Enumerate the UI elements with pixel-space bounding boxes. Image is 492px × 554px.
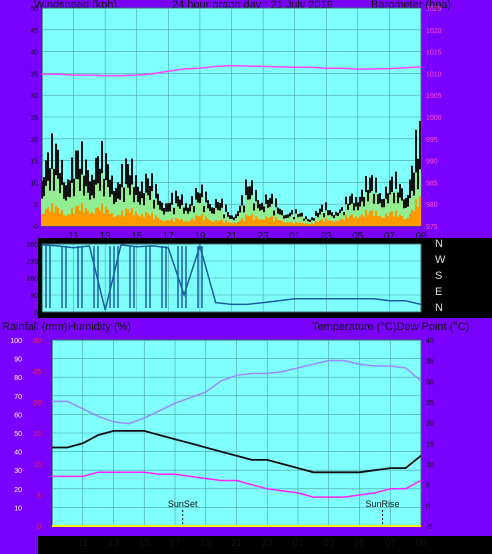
humidity-tick-label: 10 <box>14 505 22 512</box>
compass-n-top: N <box>435 238 443 250</box>
compass-e: E <box>435 286 443 298</box>
humidity-tick-label: 30 <box>14 468 22 475</box>
wind-tick-label: 45 <box>30 28 38 35</box>
barometer-tick-label: 1015 <box>426 50 442 57</box>
direction-line <box>41 243 422 311</box>
temperature-tick-label: 35 <box>426 359 434 366</box>
wind-x-tick: 05 <box>352 231 364 242</box>
barometer-tick-label: 1010 <box>426 71 442 78</box>
temperature-tick-label: 20 <box>426 421 434 428</box>
wind-x-tick: 03 <box>321 231 333 242</box>
climate-x-tick: 19 <box>200 538 212 549</box>
climate-x-tick: 01 <box>292 538 304 549</box>
barometer-tick-label: 1000 <box>426 115 442 122</box>
rain-tick-label: 20 <box>33 400 41 407</box>
rain-tick-label: 15 <box>33 431 41 438</box>
barometer-axis-title: Barometer (hpa) <box>371 0 452 11</box>
climate-x-tick: 11 <box>78 538 89 549</box>
humidity-axis-title: Humidity (%) <box>68 321 131 333</box>
climate-x-tick: 17 <box>169 538 181 549</box>
direction-tick-label: 360 <box>26 242 38 249</box>
barometer-tick-label: 1025 <box>426 6 442 13</box>
compass-w: W <box>435 254 446 266</box>
climate-x-tick: 07 <box>385 538 397 549</box>
temperature-tick-label: 25 <box>426 400 434 407</box>
wind-tick-label: 50 <box>30 6 38 13</box>
temperature-tick-label: 40 <box>426 338 434 345</box>
direction-tick-label: 270 <box>26 259 38 266</box>
dewpoint-line <box>52 471 422 498</box>
wind-tick-label: 15 <box>30 159 38 166</box>
humidity-line <box>52 359 422 425</box>
rain-tick-label: 10 <box>33 462 41 469</box>
barometer-tick-label: 980 <box>426 202 438 209</box>
wind-x-tick: 01 <box>289 231 301 242</box>
chart-title: 24 hour graph day : 21 July 2019 <box>172 0 333 11</box>
rain-tick-label: 5 <box>37 493 41 500</box>
wind-tick-label: 5 <box>34 202 38 209</box>
climate-x-tick: 05 <box>354 538 366 549</box>
temperature-tick-label: 10 <box>426 462 434 469</box>
humidity-tick-label: 60 <box>14 412 22 419</box>
barometer-tick-label: 1020 <box>426 28 442 35</box>
temperature-tick-label: 0 <box>426 503 430 510</box>
sunrise-label: SunRise <box>366 499 400 509</box>
wind-tick-label: 0 <box>34 224 38 231</box>
wind-tick-label: 30 <box>30 93 38 100</box>
barometer-line <box>42 64 422 77</box>
rain-tick-label: 30 <box>33 338 41 345</box>
sunset-label: SunSet <box>168 499 198 509</box>
temperature-tick-label: 5 <box>426 483 430 490</box>
wind-x-tick: 21 <box>226 231 238 242</box>
humidity-tick-label: 100 <box>10 338 22 345</box>
barometer-tick-label: 1005 <box>426 93 442 100</box>
climate-x-tick: 13 <box>108 538 120 549</box>
wind-x-tick: 15 <box>131 231 143 242</box>
barometer-tick-label: 990 <box>426 159 438 166</box>
windspeed-axis-title: Windspeed (kph) <box>34 0 118 11</box>
temperature-tick-label: -5 <box>426 524 432 531</box>
rainfall-axis-title: Rainfall (mm) <box>2 321 68 333</box>
rain-tick-label: 25 <box>33 369 41 376</box>
climate-x-tick: 23 <box>262 538 274 549</box>
direction-tick-label: 0 <box>34 310 38 317</box>
wind-tick-label: 20 <box>30 137 38 144</box>
wind-x-tick: 19 <box>194 231 206 242</box>
wind-x-tick: 23 <box>258 231 270 242</box>
wind-tick-label: 35 <box>30 71 38 78</box>
wind-x-tick: 13 <box>100 231 112 242</box>
climate-x-tick: 03 <box>323 538 335 549</box>
humidity-tick-label: 70 <box>14 394 22 401</box>
humidity-tick-label: 50 <box>14 431 22 438</box>
wind-tick-label: 25 <box>30 115 38 122</box>
climate-x-tick: 09 <box>415 538 427 549</box>
barometer-tick-label: 985 <box>426 180 438 187</box>
temperature-axis-title: Temperature (°C)Dew Point (°C) <box>312 321 470 333</box>
humidity-tick-label: 20 <box>14 487 22 494</box>
temperature-tick-label: 30 <box>426 379 434 386</box>
barometer-tick-label: 995 <box>426 137 438 144</box>
temperature-tick-label: 15 <box>426 441 434 448</box>
humidity-tick-label: 90 <box>14 357 22 364</box>
wind-x-tick: 11 <box>68 231 79 242</box>
wind-x-tick: 17 <box>163 231 175 242</box>
wind-tick-label: 40 <box>30 50 38 57</box>
direction-tick-label: 90 <box>30 293 38 300</box>
wind-tick-label: 10 <box>30 180 38 187</box>
barometer-tick-label: 975 <box>426 224 438 231</box>
compass-n-bottom: N <box>435 302 443 314</box>
humidity-tick-label: 80 <box>14 375 22 382</box>
climate-x-tick: 21 <box>231 538 243 549</box>
rain-tick-label: 0 <box>37 524 41 531</box>
climate-x-tick: 15 <box>139 538 151 549</box>
compass-s: S <box>435 270 443 282</box>
humidity-tick-label: 40 <box>14 450 22 457</box>
wind-x-tick: 09 <box>415 231 427 242</box>
wind-x-tick: 07 <box>384 231 396 242</box>
left-strip <box>0 238 38 554</box>
direction-tick-label: 180 <box>26 276 38 283</box>
temperature-line <box>52 429 422 474</box>
